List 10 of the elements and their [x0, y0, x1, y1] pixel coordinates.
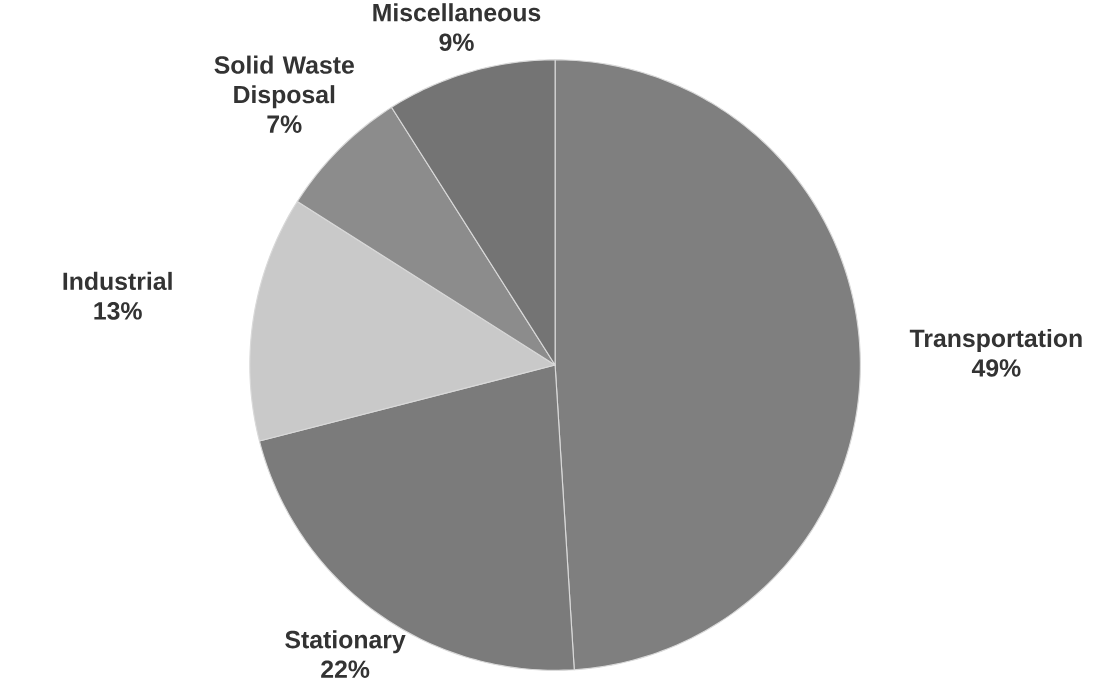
slice-label: Transportation [909, 328, 1082, 352]
data-label: 9% [439, 33, 474, 51]
slice-label: Stationary [285, 630, 406, 654]
slice-label: Miscellaneous [373, 3, 541, 22]
data-label: 22% [321, 660, 370, 678]
data-label: 7% [267, 115, 302, 133]
data-label: 13% [94, 302, 142, 320]
data-label: 49% [971, 359, 1021, 377]
slice-label: Solid Waste Disposal [214, 55, 354, 109]
slice-label: Industrial [63, 271, 172, 291]
